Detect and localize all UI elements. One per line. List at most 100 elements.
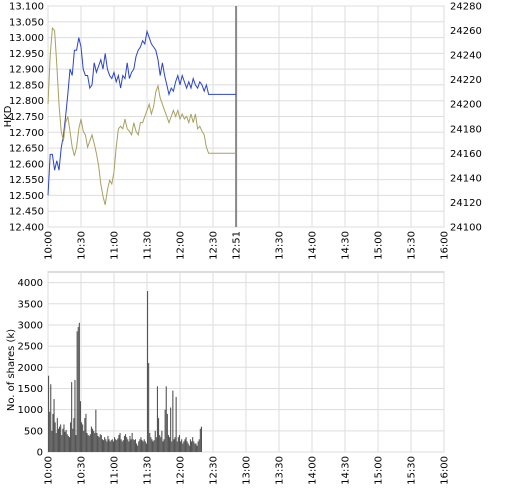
volume-bar — [112, 441, 114, 452]
volume-bar — [119, 432, 121, 452]
price-y2-tick-label: 24100 — [450, 223, 482, 234]
volume-bar — [83, 430, 85, 452]
volume-bar — [164, 409, 166, 452]
volume-bar — [131, 432, 133, 452]
price-x-tick-label: 14:00 — [308, 231, 319, 260]
price-y-tick-label: 12.900 — [9, 65, 44, 76]
volume-y-tick-label: 1500 — [18, 384, 43, 395]
volume-x-tick-label: 10:00 — [44, 456, 55, 485]
volume-bar — [92, 428, 94, 452]
volume-bar — [48, 375, 50, 452]
volume-bar — [59, 426, 61, 452]
volume-bar — [183, 441, 185, 452]
volume-bar — [100, 435, 102, 452]
volume-x-tick-label: 15:00 — [374, 456, 385, 485]
volume-bar — [152, 441, 154, 452]
volume-bar — [184, 439, 186, 452]
price-y-tick-label: 13.050 — [9, 17, 44, 28]
volume-bar — [199, 428, 201, 452]
volume-bar — [76, 331, 78, 452]
volume-x-tick-label: 12:30 — [209, 456, 220, 485]
price-y-tick-label: 13.100 — [9, 2, 44, 13]
volume-x-tick-label: 13:00 — [242, 456, 253, 485]
price-y-tick-label: 12.800 — [9, 96, 44, 107]
volume-bar — [194, 443, 196, 452]
volume-bar — [74, 380, 76, 452]
price-y-tick-label: 12.950 — [9, 49, 44, 60]
volume-bar — [111, 439, 113, 452]
volume-bar — [170, 407, 172, 452]
volume-bar — [95, 409, 97, 452]
volume-bar — [97, 435, 99, 452]
volume-bar — [166, 413, 168, 452]
volume-bar — [172, 390, 174, 452]
volume-bar — [126, 437, 128, 452]
volume-x-tick-label: 11:30 — [143, 456, 154, 485]
volume-bar — [70, 422, 72, 452]
volume-y-tick-label: 0 — [37, 448, 43, 459]
price-y2-tick-label: 24220 — [450, 75, 482, 86]
volume-bar — [165, 386, 167, 452]
price-x-tick-label: 12:51 — [232, 231, 243, 260]
volume-bar — [93, 430, 95, 452]
volume-bar — [143, 439, 145, 452]
volume-x-tick-label: 16:00 — [440, 456, 451, 485]
volume-bar — [63, 424, 65, 452]
price-series-line-0 — [47, 29, 237, 196]
price-y-axis-label: HKD — [3, 105, 14, 127]
volume-bar — [138, 441, 140, 452]
volume-bar — [132, 439, 134, 452]
volume-bar — [159, 435, 161, 452]
volume-bar — [196, 445, 198, 452]
volume-bar — [118, 435, 120, 452]
volume-bar — [115, 439, 117, 452]
volume-bar — [148, 363, 150, 452]
volume-bar — [114, 437, 116, 452]
volume-bar — [67, 435, 69, 452]
price-x-tick-label: 11:30 — [143, 231, 154, 260]
volume-bar — [84, 418, 86, 452]
volume-bar — [107, 435, 109, 452]
volume-x-tick-label: 10:30 — [77, 456, 88, 485]
volume-y-axis-label: No. of shares (k) — [6, 329, 17, 411]
volume-bar — [73, 418, 75, 452]
volume-bar — [55, 432, 57, 452]
volume-bar — [169, 437, 171, 452]
volume-bar — [110, 440, 112, 452]
price-x-tick-label: 11:00 — [110, 231, 121, 260]
volume-y-tick-label: 4000 — [18, 278, 43, 289]
volume-bar — [182, 443, 184, 452]
volume-bar — [151, 439, 153, 452]
volume-y-tick-label: 1000 — [18, 405, 43, 416]
volume-bar — [133, 440, 135, 452]
volume-bar — [167, 435, 169, 452]
volume-bar — [49, 411, 51, 452]
volume-bar — [192, 437, 194, 452]
volume-bar — [123, 435, 125, 452]
volume-bar — [175, 396, 177, 452]
volume-bar — [155, 437, 157, 452]
price-y-tick-label: 12.450 — [9, 207, 44, 218]
volume-bar — [160, 437, 162, 452]
volume-bar — [142, 441, 144, 452]
volume-bar — [101, 439, 103, 452]
volume-bar — [52, 413, 54, 452]
price-y2-tick-label: 24140 — [450, 173, 482, 184]
volume-y-tick-label: 500 — [24, 426, 43, 437]
volume-bar — [61, 435, 63, 452]
price-y2-tick-label: 24160 — [450, 149, 482, 160]
volume-bar — [189, 439, 191, 452]
volume-bar — [174, 437, 176, 452]
volume-bar — [65, 429, 67, 452]
price-y-tick-label: 12.750 — [9, 112, 44, 123]
volume-bar — [81, 422, 83, 452]
volume-bar — [154, 430, 156, 452]
volume-bar — [162, 441, 164, 452]
volume-bar — [140, 437, 142, 452]
volume-bar — [85, 413, 87, 452]
volume-bar — [82, 424, 84, 452]
price-x-tick-label: 12:30 — [209, 231, 220, 260]
volume-bar — [129, 435, 131, 452]
price-y-tick-label: 12.400 — [9, 223, 44, 234]
volume-bar — [191, 441, 193, 452]
